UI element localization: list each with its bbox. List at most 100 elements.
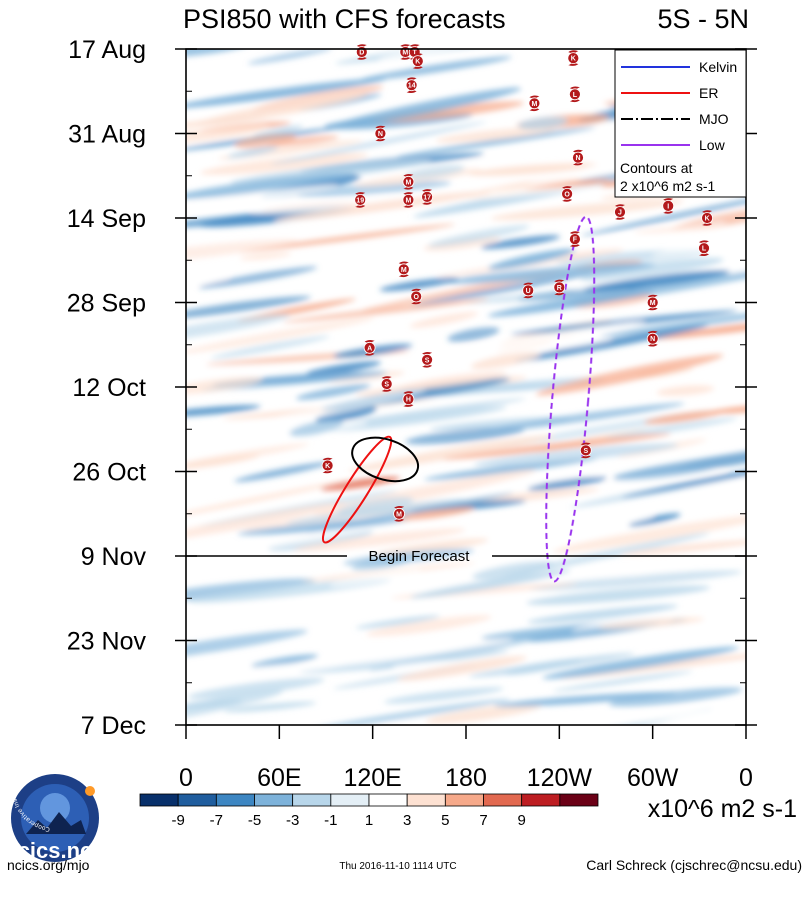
storm-center: [561, 187, 573, 200]
colorbar-tick-label: 9: [517, 812, 525, 829]
storm-center: [528, 97, 541, 110]
storm-arm-top: [699, 240, 709, 245]
legend-label-kelvin: Kelvin: [699, 59, 737, 75]
storm-marker: S: [421, 352, 434, 368]
storm-marker: 17: [421, 189, 434, 205]
storm-center: [380, 378, 393, 390]
storm-marker: R: [553, 279, 566, 296]
storm-marker: N: [646, 330, 659, 347]
author-credit: Carl Schreck (cjschrec@ncsu.edu): [586, 857, 802, 873]
storm-arm-top: [356, 44, 367, 48]
colorbar-cell: [483, 793, 523, 807]
x-tick-label: 0: [179, 764, 193, 792]
legend: Kelvin ER MJO Low Contours at 2 x10^6 m2 s-1: [614, 49, 747, 198]
storm-label: K: [325, 463, 330, 470]
storm-label: M: [405, 179, 411, 186]
storm-label: K: [571, 56, 576, 63]
chart-title: PSI850 with CFS forecasts: [183, 4, 506, 34]
storm-arm-bottom: [412, 65, 423, 69]
x-tick-label: 180: [445, 764, 487, 792]
storm-marker: 14: [405, 77, 418, 93]
storm-arm-bottom: [699, 252, 709, 256]
colorbar-cell: [292, 793, 332, 807]
storm-arm-bottom: [615, 216, 625, 220]
psi850-field: [186, 49, 746, 725]
storm-center: [354, 193, 367, 206]
y-tick-label: 7 Dec: [81, 712, 146, 740]
y-tick-label: 12 Oct: [72, 374, 146, 402]
timestamp: Thu 2016-11-10 1114 UTC: [339, 861, 456, 872]
storm-label: F: [573, 237, 578, 244]
colorbar-cell: [444, 793, 484, 807]
storm-label: L: [573, 92, 578, 99]
storm-label: M: [405, 197, 411, 204]
colorbar-cell: [215, 793, 255, 807]
storm-arm-top: [375, 125, 386, 130]
storm-marker: N: [572, 149, 584, 166]
storm-marker: K: [567, 50, 580, 66]
colorbar-tick-label: 5: [441, 812, 449, 829]
colorbar-units: x10^6 m2 s-1: [648, 795, 797, 823]
cics-logo: Cooperative Institute for Climate and Sa…: [10, 743, 99, 863]
storm-arm-bottom: [569, 243, 580, 247]
storm-center: [321, 459, 334, 472]
storm-arm-top: [569, 86, 580, 91]
storm-arm-top: [403, 174, 414, 178]
storm-center: [572, 151, 584, 164]
storm-center: [402, 175, 415, 188]
colorbar-cell: [177, 793, 217, 807]
storm-arm-top: [409, 44, 420, 48]
storm-label: 17: [423, 194, 431, 201]
colorbar: -9 -7 -5 -3 -1 1 3 5 7 9: [139, 793, 599, 829]
storm-label: O: [564, 191, 570, 198]
storm-label: M: [396, 511, 402, 518]
low-contour: [545, 215, 596, 583]
storm-arm-top: [562, 186, 573, 190]
storm-arm-bottom: [422, 200, 433, 205]
forecast-label: Begin Forecast: [369, 548, 471, 565]
storm-center: [569, 88, 581, 101]
storm-center: [374, 127, 387, 140]
storm-center: [614, 206, 626, 218]
storm-center: [553, 281, 566, 294]
storm-marker: O: [561, 186, 573, 202]
contours: [321, 215, 596, 583]
storm-center: [569, 233, 581, 246]
storm-arm-bottom: [573, 161, 583, 166]
storm-label: M: [401, 267, 407, 274]
y-tick-label: 26 Oct: [72, 459, 146, 487]
storm-marker: L: [569, 86, 581, 103]
storm-arm-bottom: [375, 137, 386, 142]
storm-label: D: [359, 50, 364, 57]
storm-arm-top: [529, 95, 540, 100]
storm-center: [662, 199, 675, 212]
storm-arm-bottom: [569, 98, 580, 103]
colorbar-tick-label: 3: [403, 812, 411, 829]
storm-marker: 19: [354, 192, 367, 208]
storm-arm-bottom: [663, 209, 674, 214]
storm-arm-top: [569, 231, 580, 236]
y-tick-label: 14 Sep: [67, 205, 146, 233]
storm-label: O: [413, 294, 419, 301]
legend-label-mjo: MJO: [699, 111, 729, 127]
storm-label: N: [650, 336, 655, 343]
storm-label: S: [384, 382, 389, 389]
storm-marker: K: [411, 53, 424, 69]
storm-marker: M: [402, 174, 415, 190]
storm-marker: J: [614, 204, 626, 220]
storm-arm-bottom: [403, 185, 414, 190]
storm-center: [421, 353, 434, 366]
y-tick-label: 28 Sep: [67, 290, 146, 318]
storm-label: U: [526, 288, 531, 295]
storm-marker: O: [410, 288, 423, 305]
storm-marker: S: [380, 376, 393, 392]
storm-center: [405, 79, 418, 92]
website-link[interactable]: ncics.org/mjo: [7, 857, 90, 873]
storm-label: K: [705, 216, 710, 223]
storm-marker: N: [374, 125, 387, 142]
storm-arm-top: [403, 192, 414, 196]
storm-marker: L: [698, 240, 710, 256]
storm-arm-top: [355, 192, 366, 196]
